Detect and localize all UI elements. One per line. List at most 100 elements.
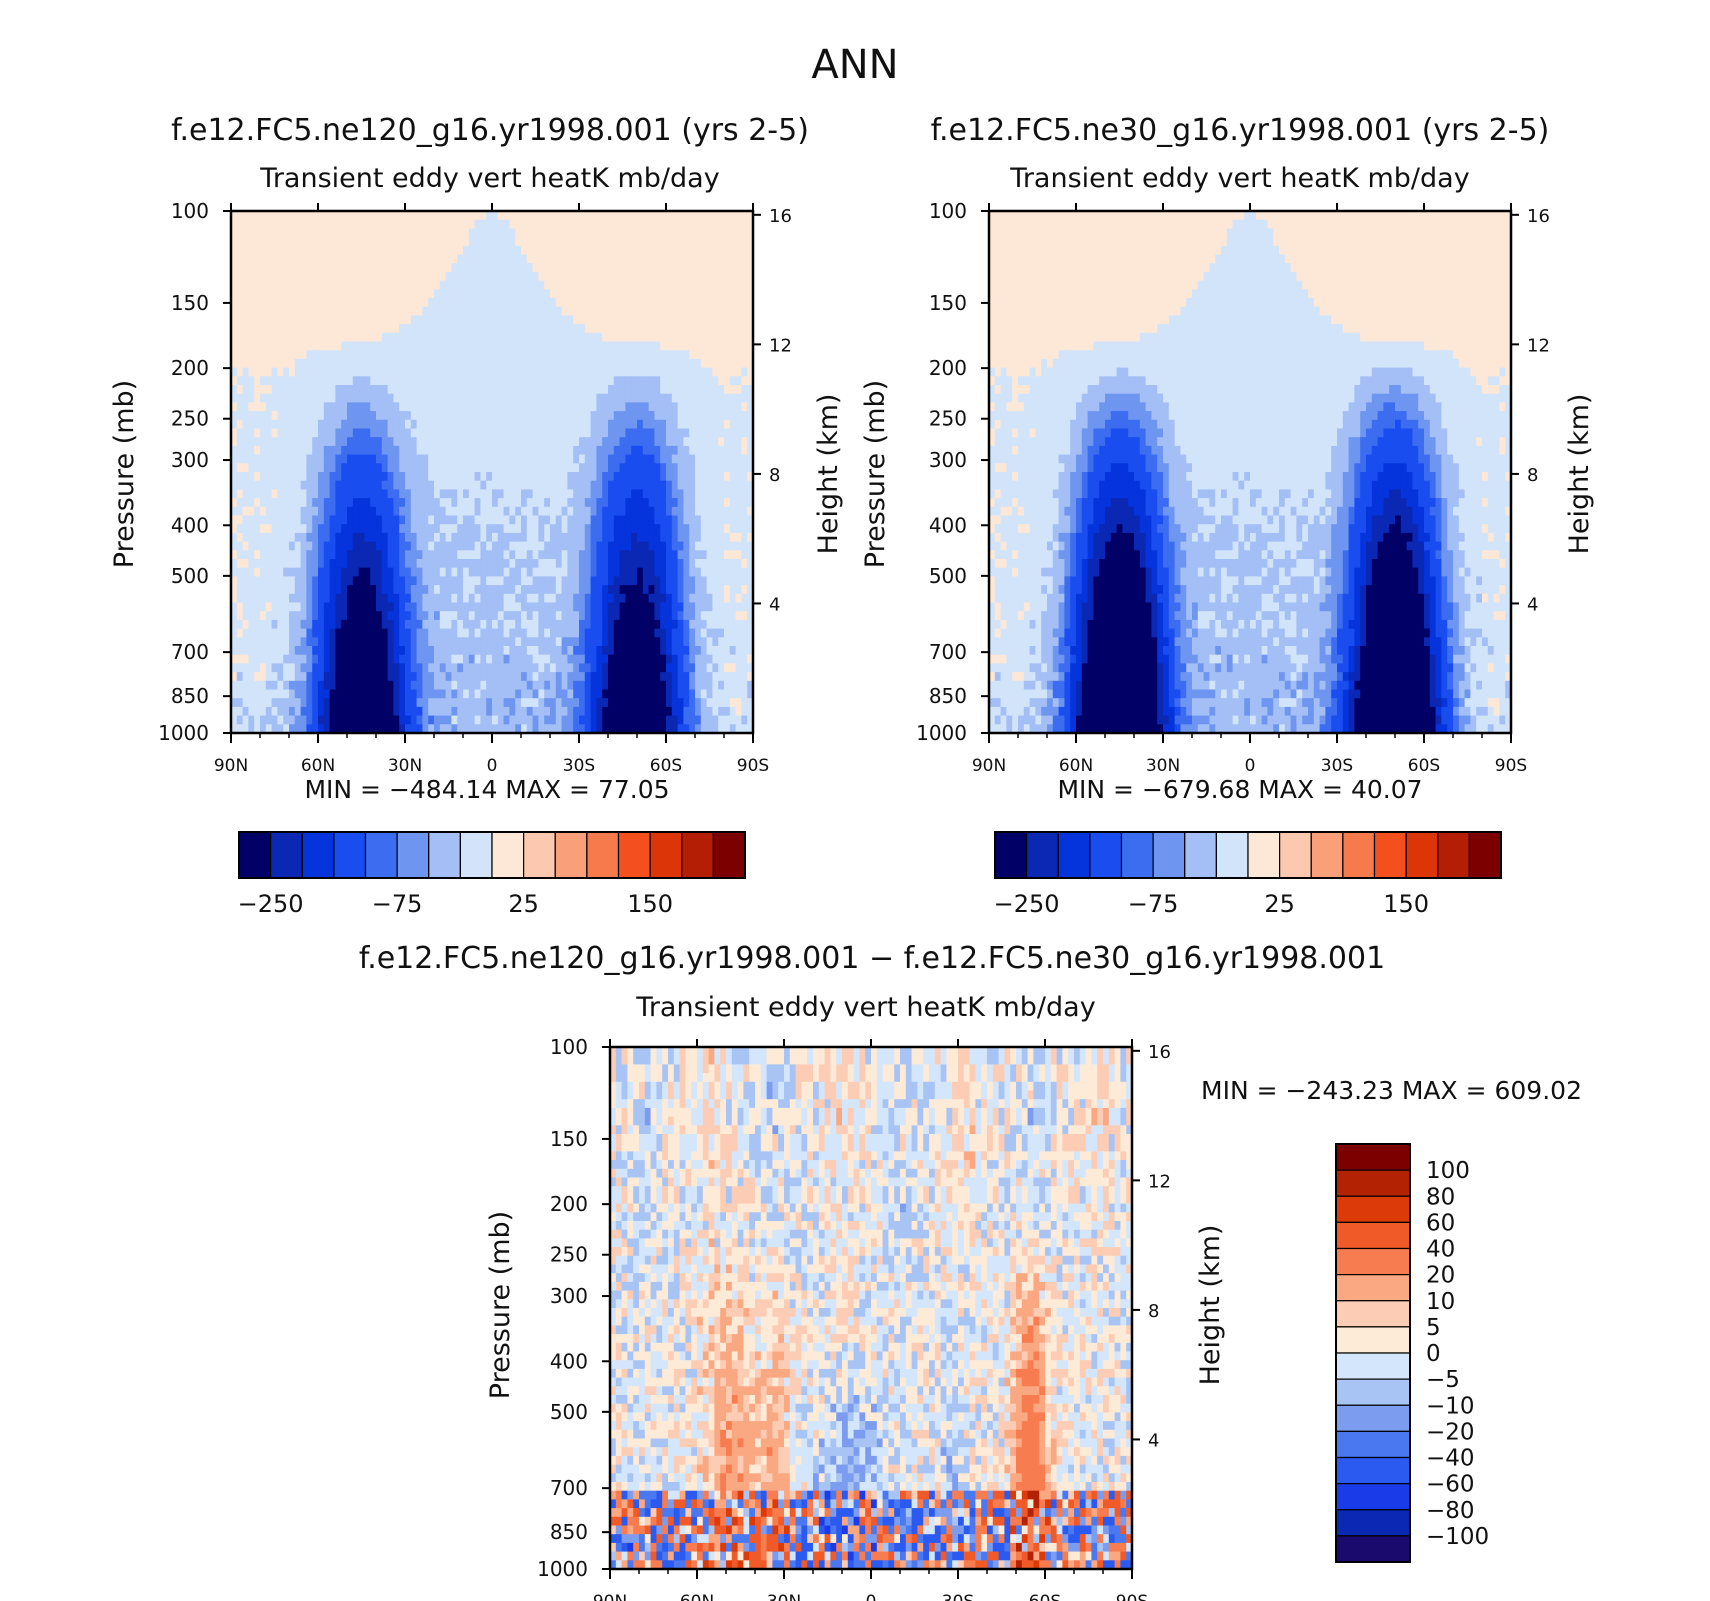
colorbar-frame [238, 831, 746, 879]
colorbar-swatch [1335, 1483, 1411, 1511]
x-tick-label: 90N [972, 756, 1006, 776]
left-variable-title: Transient eddy vert heatK mb/day [259, 163, 719, 194]
x-tick-label: 90S [1116, 1592, 1148, 1601]
colorbar-label: 25 [508, 890, 539, 918]
colorbar-label: 0 [1426, 1341, 1441, 1367]
y-tick-label: 400 [171, 513, 209, 537]
left-stats: MIN = −484.14 MAX = 77.05 [304, 775, 669, 804]
x-tick-label: 90N [214, 756, 248, 776]
diff-panel: f.e12.FC5.ne120_g16.yr1998.001 − f.e12.F… [359, 941, 1582, 1601]
y-tick-label: 150 [550, 1127, 588, 1151]
x-tick-label: 60N [1059, 756, 1093, 776]
colorbar-label: 150 [627, 890, 673, 918]
y-tick-label: 300 [929, 448, 967, 472]
y-tick-label: 700 [550, 1476, 588, 1500]
x-tick-label: 30S [1321, 756, 1353, 776]
right-case-title: f.e12.FC5.ne30_g16.yr1998.001 (yrs 2-5) [931, 113, 1550, 148]
colorbar-frame [994, 831, 1502, 879]
y-tick-label: 500 [550, 1400, 588, 1424]
y-tick-label: 100 [171, 199, 209, 223]
y-tick-label: 200 [171, 356, 209, 380]
colorbar-swatch [523, 831, 556, 879]
colorbar-swatch [1184, 831, 1217, 879]
diff-ylabel: Pressure (mb) [485, 1211, 516, 1399]
y-tick-label: 700 [171, 640, 209, 664]
colorbar-swatch [1335, 1195, 1411, 1223]
colorbar-swatch [1373, 831, 1407, 879]
colorbar-swatch [1335, 1169, 1411, 1197]
y-tick-label: 150 [171, 291, 209, 315]
left-colorbar: −250 −75 25 150 [238, 831, 746, 918]
left-panel: f.e12.FC5.ne120_g16.yr1998.001 (yrs 2-5)… [109, 113, 844, 918]
colorbar-label: −20 [1426, 1419, 1475, 1445]
x-tick-label: 60N [680, 1592, 714, 1601]
contour-fill [231, 211, 754, 734]
y-tick-label: 500 [929, 564, 967, 588]
colorbar-label: 20 [1426, 1263, 1455, 1289]
colorbar-swatch [1335, 1326, 1411, 1354]
right-heatmap: 100 150 200 250 300 400 500 700 850 1000 4 8 12 16 90N… [916, 199, 1550, 776]
y-right-tick-label: 16 [769, 206, 792, 227]
x-tick-label: 30N [767, 1592, 801, 1601]
colorbar-swatch [1437, 831, 1470, 879]
left-ylabel-right: Height (km) [813, 394, 844, 555]
colorbar-label: 10 [1426, 1289, 1455, 1315]
colorbar-swatch [1335, 1221, 1411, 1250]
colorbar-label: −10 [1426, 1393, 1475, 1419]
left-case-title: f.e12.FC5.ne120_g16.yr1998.001 (yrs 2-5) [171, 113, 809, 148]
y-tick-label: 250 [171, 407, 209, 431]
diff-variable-title: Transient eddy vert heatK mb/day [635, 992, 1095, 1023]
x-tick-label: 90S [737, 756, 769, 776]
colorbar-swatch [1247, 831, 1281, 879]
colorbar-swatch [1120, 831, 1154, 879]
y-tick-label: 1000 [537, 1557, 588, 1581]
main-title: ANN [811, 42, 898, 88]
colorbar-swatch [1335, 1509, 1411, 1537]
colorbar-label: −250 [994, 890, 1060, 918]
colorbar-frame [1335, 1143, 1411, 1563]
y-tick-label: 300 [171, 448, 209, 472]
y-right-tick-label: 16 [1527, 206, 1550, 227]
x-tick-label: 90N [593, 1592, 627, 1601]
colorbar-swatch [301, 831, 335, 879]
colorbar-swatch [364, 831, 398, 879]
colorbar-swatch [1335, 1456, 1411, 1485]
colorbar-swatch [617, 831, 651, 879]
colorbar-label: −75 [1128, 890, 1179, 918]
y-tick-label: 500 [171, 564, 209, 588]
y-right-tick-label: 4 [769, 594, 780, 615]
y-tick-label: 300 [550, 1284, 588, 1308]
colorbar-swatch [1335, 1404, 1411, 1432]
colorbar-swatch [428, 831, 461, 879]
colorbar-swatch [1335, 1300, 1411, 1328]
colorbar-swatch [1026, 831, 1059, 879]
y-right-tick-label: 8 [769, 465, 780, 486]
colorbar-swatch [554, 831, 588, 879]
y-tick-label: 400 [929, 513, 967, 537]
x-tick-label: 0 [866, 1592, 877, 1601]
colorbar-swatch [1468, 831, 1502, 879]
x-tick-label: 30N [388, 756, 422, 776]
left-ylabel: Pressure (mb) [109, 380, 140, 568]
y-tick-label: 850 [929, 684, 967, 708]
right-variable-title: Transient eddy vert heatK mb/day [1009, 163, 1469, 194]
x-tick-label: 60S [650, 756, 682, 776]
colorbar-swatch [396, 831, 430, 879]
diff-stats: MIN = −243.23 MAX = 609.02 [1201, 1076, 1582, 1105]
colorbar-swatch [1405, 831, 1439, 879]
x-tick-label: 60S [1408, 756, 1440, 776]
y-tick-label: 250 [550, 1243, 588, 1267]
colorbar-swatch [1310, 831, 1344, 879]
y-right-tick-label: 4 [1148, 1430, 1159, 1451]
colorbar-label: −40 [1426, 1446, 1475, 1472]
colorbar-swatch [1335, 1378, 1411, 1406]
colorbar-label: 60 [1426, 1210, 1455, 1236]
colorbar-swatch [1279, 831, 1312, 879]
colorbar-label: 25 [1264, 890, 1295, 918]
y-tick-label: 400 [550, 1349, 588, 1373]
y-tick-label: 700 [929, 640, 967, 664]
x-tick-label: 30N [1146, 756, 1180, 776]
colorbar-swatch [712, 831, 746, 879]
y-tick-label: 100 [929, 199, 967, 223]
